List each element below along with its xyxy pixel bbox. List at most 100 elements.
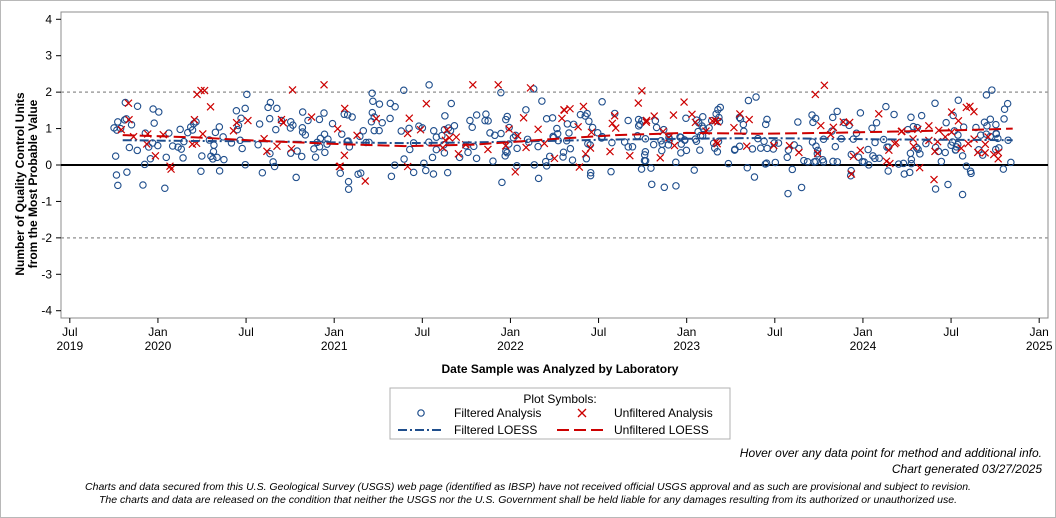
filtered-point <box>464 148 472 157</box>
filtered-point <box>176 125 184 134</box>
unfiltered-point <box>287 144 296 153</box>
filtered-point <box>455 153 464 162</box>
filtered-point <box>624 116 632 125</box>
filtered-point <box>744 96 753 105</box>
filtered-point <box>497 129 505 138</box>
unfiltered-point <box>416 125 425 134</box>
unfiltered-point-stroke <box>885 159 894 168</box>
unfiltered-point-stroke <box>190 115 199 124</box>
filtered-point <box>624 143 632 151</box>
y-tick-label: -4 <box>41 304 52 318</box>
filtered-point <box>320 109 328 117</box>
unfiltered-point-stroke <box>501 141 510 150</box>
filtered-point <box>297 152 306 161</box>
filtered-point <box>344 185 353 193</box>
unfiltered-point-stroke <box>142 140 151 148</box>
unfiltered-point <box>634 99 643 107</box>
unfiltered-point <box>874 109 883 118</box>
unfiltered-point <box>333 124 342 133</box>
unfiltered-point <box>534 125 543 134</box>
unfiltered-point-stroke <box>198 130 207 138</box>
filtered-point <box>913 123 921 132</box>
unfiltered-point-stroke <box>579 102 588 111</box>
unfiltered-point-stroke <box>769 141 778 150</box>
unfiltered-point-stroke <box>962 103 971 112</box>
unfiltered-point-stroke <box>232 118 241 127</box>
unfiltered-point <box>200 86 209 95</box>
filtered-point <box>387 172 396 181</box>
unfiltered-point-stroke <box>445 133 454 142</box>
unfiltered-point-stroke <box>890 139 899 148</box>
unfiltered-point <box>190 115 199 124</box>
filtered-point <box>255 120 264 128</box>
unfiltered-point <box>847 170 856 178</box>
filtered-point <box>788 165 797 174</box>
filtered-point <box>894 160 903 168</box>
filtered-point <box>292 173 300 182</box>
filtered-point <box>682 114 690 122</box>
filtered-point <box>917 111 926 120</box>
filtered-point <box>232 107 241 115</box>
unfiltered-point <box>193 90 201 99</box>
filtered-point <box>712 110 720 118</box>
filtered-point <box>699 112 707 121</box>
x-tick-month: Jan <box>853 325 872 339</box>
unfiltered-point <box>422 99 431 108</box>
unfiltered-point <box>729 123 738 132</box>
filtered-point <box>368 89 376 98</box>
unfiltered-point <box>811 90 820 99</box>
filtered-point <box>286 124 295 132</box>
filtered-point <box>761 160 770 168</box>
filtered-point <box>320 130 329 139</box>
filtered-point <box>672 158 680 167</box>
x-tick-year: 2021 <box>321 339 348 353</box>
unfiltered-point <box>288 86 297 94</box>
x-tick-month: Jan <box>1030 325 1049 339</box>
filtered-point <box>375 100 384 108</box>
filtered-point <box>828 113 837 122</box>
unfiltered-point <box>511 167 520 176</box>
unfiltered-point-stroke <box>811 90 820 99</box>
unfiltered-point-stroke <box>403 162 412 171</box>
unfiltered-point <box>994 148 1003 157</box>
unfiltered-point-stroke <box>856 146 865 155</box>
filtered-point <box>763 115 771 124</box>
filtered-point <box>513 144 521 153</box>
unfiltered-point-stroke <box>557 114 566 123</box>
unfiltered-point <box>372 114 381 123</box>
filtered-point <box>705 124 713 132</box>
filtered-point <box>716 103 725 112</box>
filtered-point <box>213 153 221 162</box>
filtered-point <box>962 162 971 170</box>
filtered-point <box>585 117 593 125</box>
filtered-point <box>808 138 817 146</box>
filtered-point <box>569 120 578 129</box>
filtered-point <box>183 128 192 137</box>
filtered-point <box>649 140 658 149</box>
unfiltered-point <box>550 154 559 163</box>
y-tick-label: -2 <box>41 231 52 245</box>
filtered-point <box>1000 115 1008 123</box>
x-tick-month: Jul <box>767 325 782 339</box>
filtered-point <box>640 151 649 159</box>
x-axis-label: Date Sample was Analyzed by Laboratory <box>442 362 679 376</box>
unfiltered-point-stroke <box>566 104 574 113</box>
filtered-point <box>980 118 989 127</box>
filtered-point <box>647 164 655 172</box>
filtered-point <box>696 146 704 154</box>
unfiltered-point-stroke <box>333 124 342 133</box>
unfiltered-point-stroke <box>735 110 744 118</box>
filtered-point <box>724 159 733 168</box>
filtered-point <box>438 131 446 140</box>
unfiltered-point-stroke <box>915 163 924 172</box>
unfiltered-point <box>606 147 614 156</box>
x-tick-month: Jul <box>591 325 606 339</box>
filtered-point <box>976 131 985 139</box>
disclaimer-line-2: The charts and data are released on the … <box>99 494 957 506</box>
filtered-point <box>315 115 324 124</box>
unfiltered-point <box>656 153 665 162</box>
unfiltered-point <box>468 80 477 89</box>
unfiltered-point <box>735 110 744 118</box>
unfiltered-point <box>566 104 574 113</box>
